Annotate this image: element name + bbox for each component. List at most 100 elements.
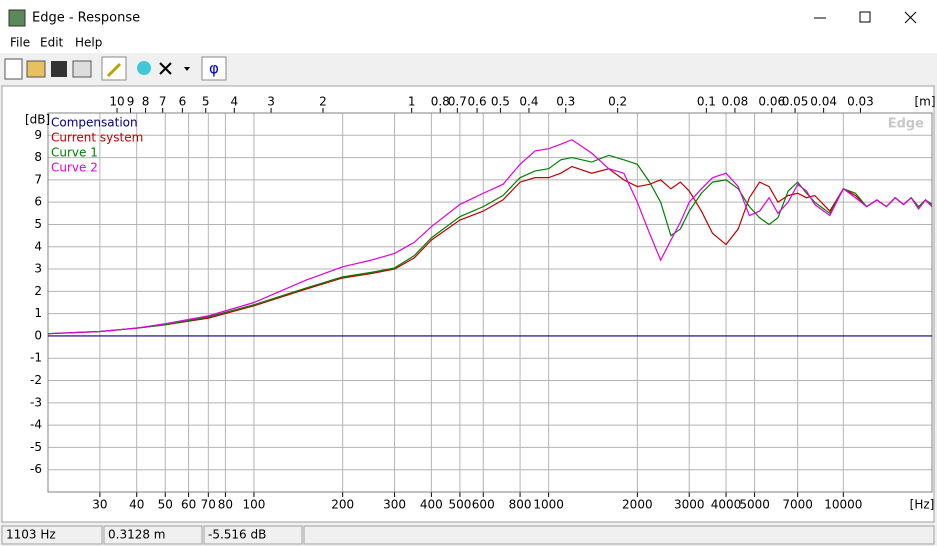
y-tick-label: 9 — [34, 128, 42, 142]
x2-tick-label: 2 — [319, 95, 327, 109]
x-tick-label: 800 — [509, 498, 532, 512]
toolbar: φ — [4, 56, 227, 81]
x2-tick-label: 0.2 — [608, 95, 627, 109]
x-tick-label: 1000 — [533, 498, 564, 512]
y-tick-label: 0 — [34, 328, 42, 342]
x-tick-label: 30 — [92, 498, 107, 512]
save-button[interactable] — [51, 61, 67, 77]
new-button[interactable] — [4, 58, 23, 80]
x-tick-label: 400 — [420, 498, 443, 512]
menu-item[interactable]: File — [10, 36, 30, 50]
status-cell — [1, 525, 103, 545]
x2-tick-label: 0.3 — [556, 95, 575, 109]
open-button[interactable] — [26, 60, 46, 78]
x-tick-label: 200 — [331, 498, 354, 512]
plot-frame — [47, 112, 933, 493]
x2-tick-label: 0.08 — [722, 95, 749, 109]
status-cell — [303, 525, 935, 545]
legend-entry: Curve 1 — [51, 146, 98, 160]
x-tick-label: 2000 — [622, 498, 653, 512]
x2-tick-label: 0.6 — [468, 95, 487, 109]
phase-button[interactable] — [201, 56, 227, 81]
maximize-button[interactable] — [859, 11, 871, 23]
x-tick-label: 80 — [218, 498, 233, 512]
x-axis-label: [Hz] — [910, 498, 935, 512]
x-tick-label: 500 — [448, 498, 471, 512]
y-tick-label: -2 — [30, 373, 42, 387]
phase-icon: φ — [209, 60, 219, 78]
x2-tick-label: 4 — [230, 95, 238, 109]
x-tick-label: 3000 — [674, 498, 705, 512]
menu-item[interactable]: Help — [75, 36, 102, 50]
close-button[interactable] — [904, 11, 917, 24]
x2-tick-label: 0.03 — [847, 95, 874, 109]
legend-entry: Current system — [51, 131, 143, 145]
x2-tick-label: 0.4 — [519, 95, 538, 109]
x-tick-label: 10000 — [824, 498, 862, 512]
series-line — [47, 165, 933, 335]
y-tick-label: 1 — [34, 306, 42, 320]
status-frequency: 1103 Hz — [6, 528, 56, 542]
copy-button[interactable] — [72, 60, 92, 78]
x-tick-label: 7000 — [782, 498, 813, 512]
watermark: Edge — [888, 117, 924, 132]
x2-tick-label: 10 — [109, 95, 124, 109]
x2-tick-label: 0.1 — [697, 95, 716, 109]
app-icon — [8, 9, 26, 27]
x2-tick-label: 0.04 — [810, 95, 837, 109]
x2-tick-label: 9 — [127, 95, 135, 109]
chart-panel — [1, 85, 935, 523]
x2-tick-label: 3 — [267, 95, 275, 109]
status-level: -5.516 dB — [208, 528, 266, 542]
x2-tick-label: 8 — [142, 95, 150, 109]
y-tick-label: -5 — [30, 440, 42, 454]
x-tick-label: 60 — [181, 498, 196, 512]
x-tick-label: 5000 — [739, 498, 770, 512]
color-button[interactable] — [137, 61, 151, 75]
x2-tick-label: 0.06 — [758, 95, 785, 109]
x2-axis-label: [m] — [914, 95, 935, 109]
status-cell — [103, 525, 203, 545]
pen-icon — [106, 62, 122, 78]
menu-bar — [0, 34, 937, 53]
y-tick-label: 3 — [34, 262, 42, 276]
x2-tick-label: 0.7 — [448, 95, 467, 109]
status-wavelength: 0.3128 m — [108, 528, 166, 542]
window-title: Edge - Response — [32, 11, 140, 26]
y-axis-label: [dB] — [25, 113, 50, 127]
x-tick-label: 40 — [129, 498, 144, 512]
y-tick-label: 4 — [34, 239, 42, 253]
x2-tick-label: 6 — [179, 95, 187, 109]
y-tick-label: -1 — [30, 351, 42, 365]
legend-entry: Compensation — [51, 116, 138, 130]
series-line — [47, 154, 933, 335]
x2-tick-label: 5 — [202, 95, 210, 109]
y-tick-label: 2 — [34, 284, 42, 298]
x2-tick-label: 0.05 — [782, 95, 809, 109]
x2-tick-label: 0.8 — [431, 95, 450, 109]
title-bar — [0, 0, 937, 34]
x-tick-label: 600 — [472, 498, 495, 512]
y-tick-label: 5 — [34, 217, 42, 231]
x2-tick-label: 1 — [408, 95, 416, 109]
delete-button[interactable] — [159, 62, 172, 75]
y-tick-label: -3 — [30, 395, 42, 409]
series-line — [47, 139, 933, 335]
y-tick-label: 7 — [34, 172, 42, 186]
x-tick-label: 50 — [158, 498, 173, 512]
status-cell — [203, 525, 303, 545]
y-tick-label: -4 — [30, 418, 42, 432]
dropdown-button[interactable] — [184, 67, 190, 71]
x-tick-label: 100 — [243, 498, 266, 512]
y-tick-label: -6 — [30, 462, 42, 476]
x2-tick-label: 7 — [159, 95, 167, 109]
y-tick-label: 6 — [34, 195, 42, 209]
y-tick-label: 8 — [34, 150, 42, 164]
x-tick-label: 300 — [383, 498, 406, 512]
x-tick-label: 4000 — [711, 498, 742, 512]
menu-item[interactable]: Edit — [40, 36, 64, 50]
x-tick-label: 70 — [201, 498, 216, 512]
